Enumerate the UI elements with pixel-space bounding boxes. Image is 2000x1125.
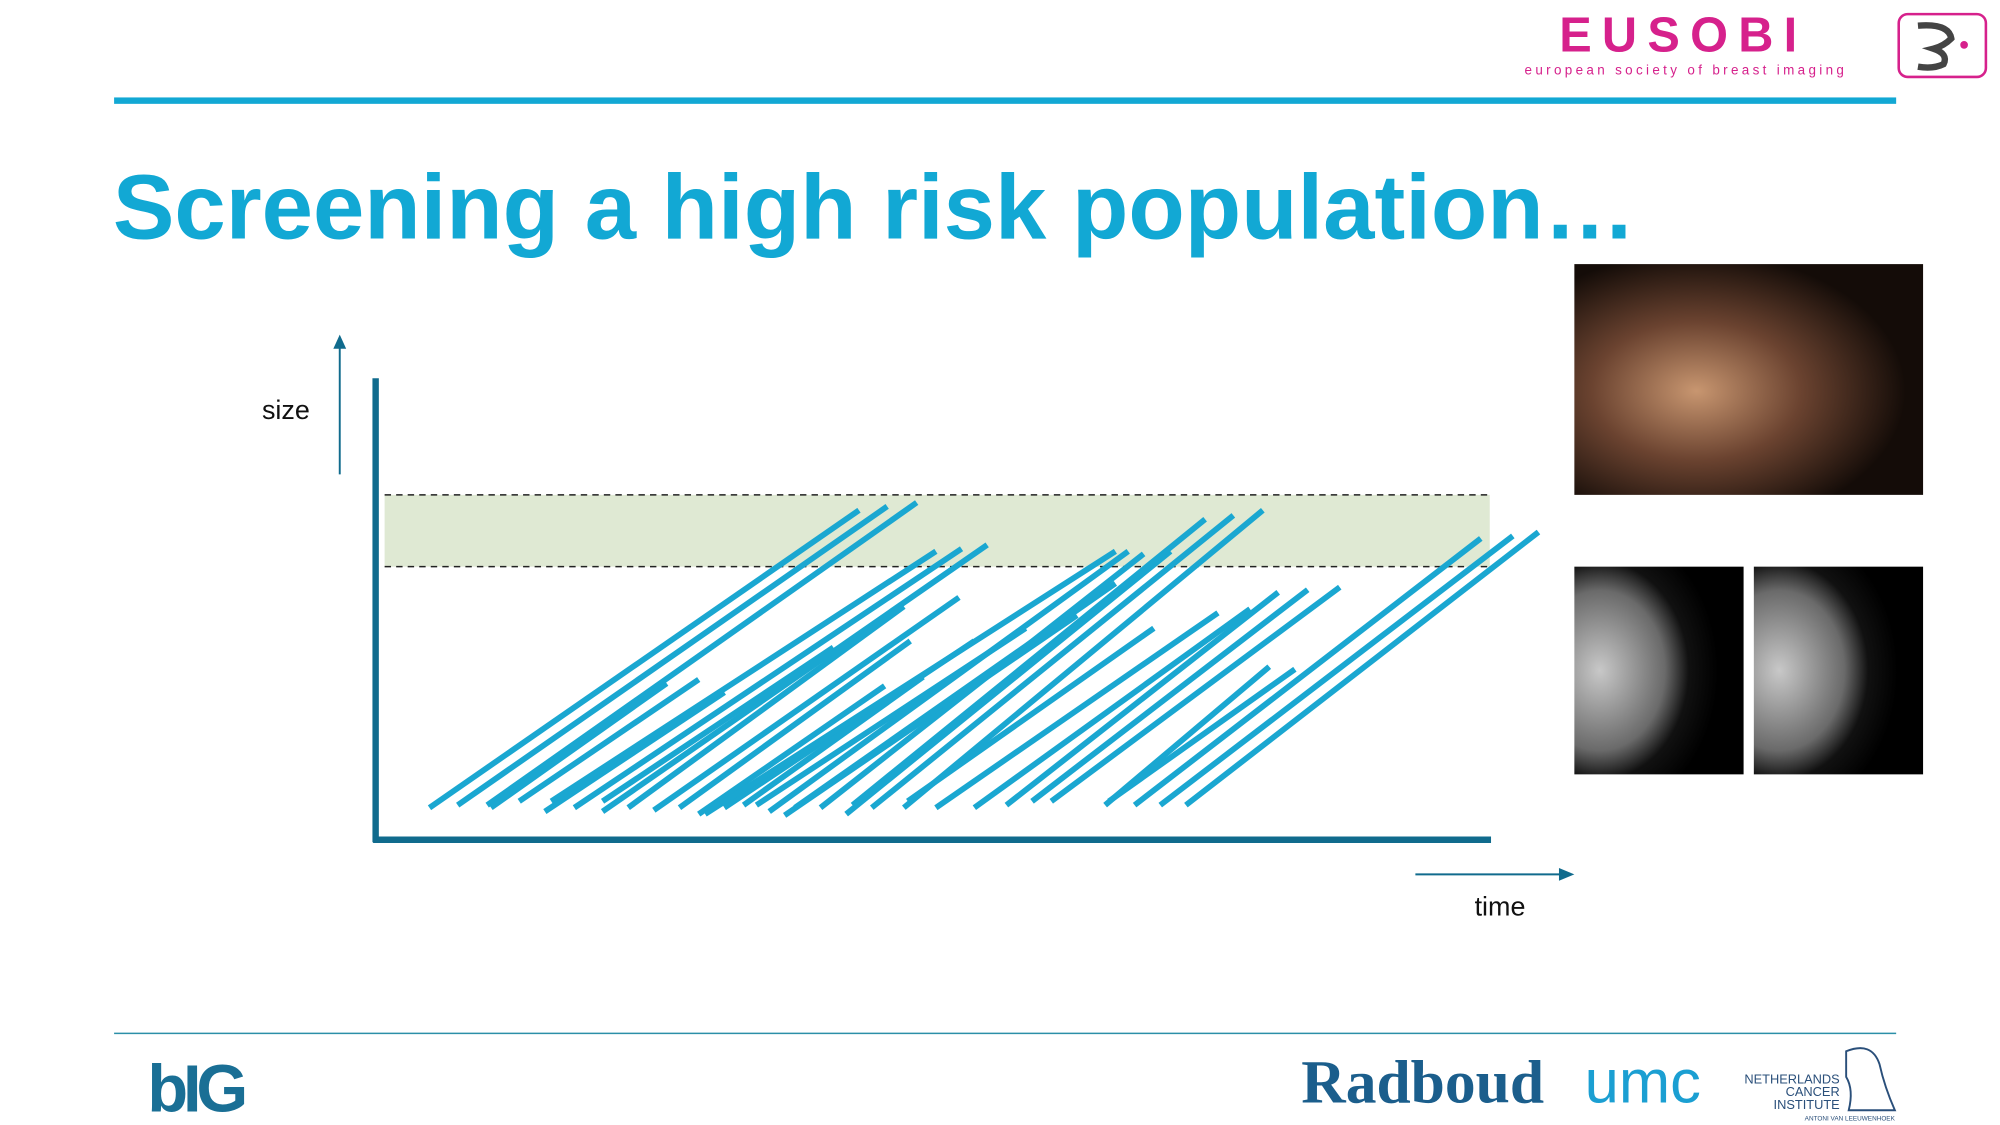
growth-line bbox=[489, 680, 669, 811]
growth-line bbox=[456, 504, 889, 808]
mammogram bbox=[1574, 566, 1744, 775]
growth-line bbox=[934, 610, 1220, 811]
growth-line bbox=[1158, 533, 1515, 808]
logo-box bbox=[1897, 12, 1988, 79]
logo-text: EUSOBI bbox=[1559, 8, 1807, 62]
slide-title: Screening a high risk population… bbox=[113, 154, 1636, 258]
growth-line bbox=[677, 638, 912, 811]
nki-line: INSTITUTE bbox=[1774, 1097, 1840, 1112]
growth-line bbox=[1030, 587, 1310, 804]
growth-line bbox=[1004, 590, 1280, 808]
growth-line bbox=[485, 500, 919, 808]
growth-line bbox=[741, 674, 925, 808]
time-arrowhead bbox=[1558, 867, 1575, 881]
umc-logo: umc bbox=[1585, 1048, 1701, 1117]
big-logo: bIG bbox=[147, 1053, 244, 1125]
growth-line bbox=[626, 604, 906, 811]
growth-line bbox=[767, 548, 1130, 814]
growth-line bbox=[572, 546, 964, 811]
nki-line: CANCER bbox=[1786, 1084, 1840, 1099]
diagram: size time bbox=[262, 334, 1575, 921]
growth-line bbox=[850, 516, 1207, 808]
growth-line bbox=[1132, 536, 1483, 808]
growth-line bbox=[652, 595, 961, 813]
growth-line bbox=[600, 542, 989, 814]
growth-line bbox=[818, 551, 1146, 810]
target-band bbox=[384, 494, 1490, 567]
photo bbox=[1574, 264, 1924, 495]
growth-line bbox=[902, 508, 1265, 810]
mammogram bbox=[1753, 566, 1924, 775]
nki-logo: NETHERLANDS CANCER INSTITUTE ANTONI VAN … bbox=[1744, 1047, 1897, 1123]
logo-dot bbox=[1960, 41, 1968, 49]
nki-emblem bbox=[1845, 1047, 1897, 1112]
logo-subtitle: european society of breast imaging bbox=[1525, 62, 1848, 77]
growth-line bbox=[869, 513, 1236, 810]
growth-line bbox=[427, 507, 861, 811]
growth-line bbox=[1184, 529, 1541, 808]
size-arrowhead bbox=[333, 334, 347, 349]
growth-line bbox=[549, 548, 938, 804]
growth-line bbox=[600, 645, 835, 804]
growth-line bbox=[517, 677, 701, 804]
x-axis-label: time bbox=[1475, 891, 1526, 921]
growth-line bbox=[697, 683, 887, 817]
growth-line bbox=[703, 548, 1117, 817]
radboud-logo: Radboud bbox=[1301, 1049, 1544, 1117]
growth-lines bbox=[427, 500, 1541, 818]
growth-line bbox=[844, 549, 1173, 817]
growth-line bbox=[1107, 666, 1297, 804]
y-axis-label: size bbox=[262, 395, 310, 425]
growth-line bbox=[972, 606, 1252, 811]
growth-line bbox=[1049, 584, 1342, 804]
logo-glyph bbox=[1917, 22, 1955, 71]
nki-subtitle: ANTONI VAN LEEUWENHOEK bbox=[1805, 1116, 1896, 1123]
growth-line bbox=[543, 689, 726, 814]
nki-line: NETHERLANDS bbox=[1744, 1071, 1839, 1086]
growth-line bbox=[906, 625, 1156, 804]
header-rule bbox=[114, 97, 1897, 104]
